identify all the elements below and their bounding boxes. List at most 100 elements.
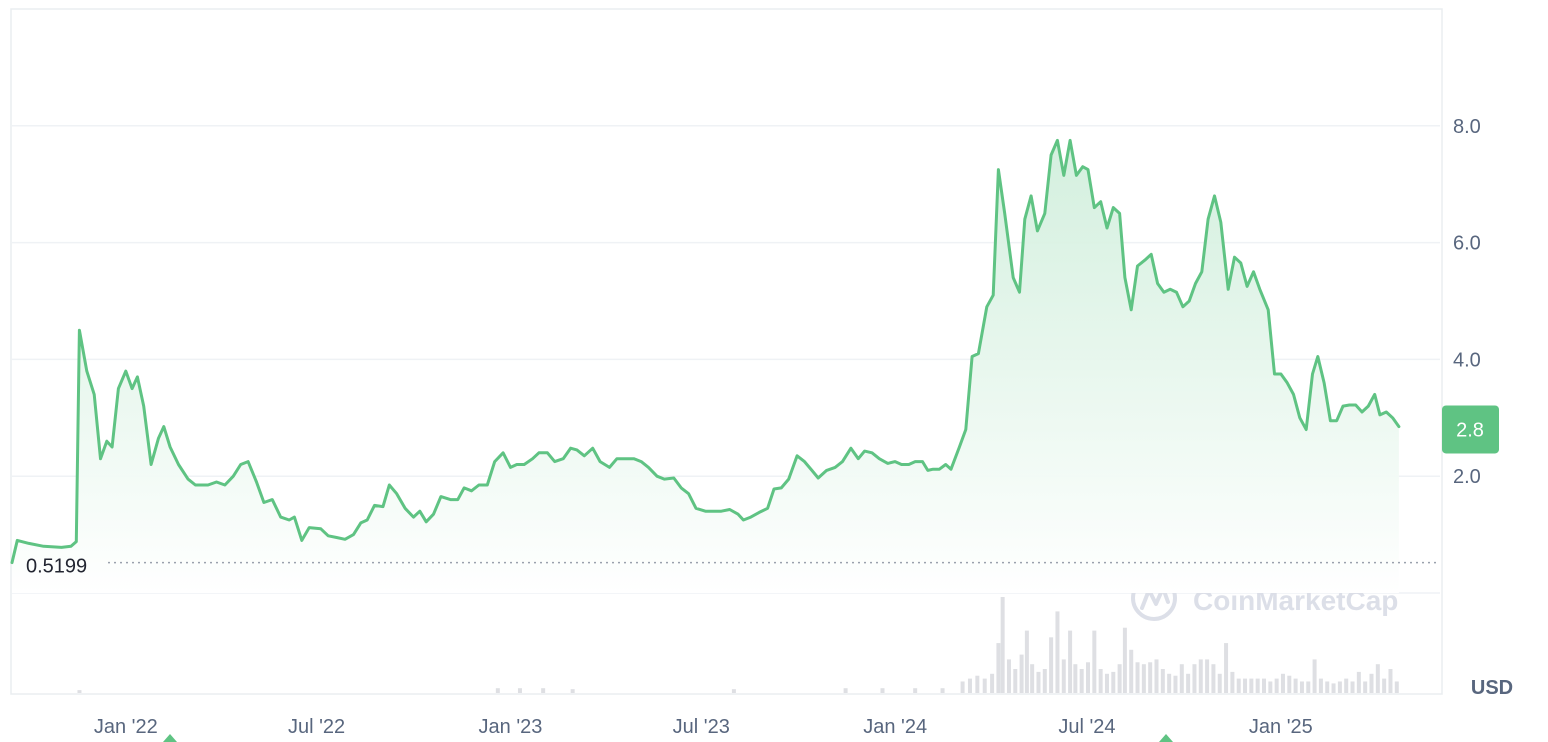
volume-bar [1344, 678, 1349, 693]
volume-bar [1249, 678, 1254, 693]
price-area [12, 140, 1399, 593]
price-series-line [10, 138, 1401, 565]
volume-bar [1179, 664, 1184, 693]
volume-bar [1061, 659, 1066, 693]
volume-bar [967, 678, 972, 693]
y-tick-label: 4.0 [1453, 349, 1481, 371]
y-tick-label: 6.0 [1453, 233, 1481, 255]
volume-bar [1019, 654, 1024, 693]
volume-bar [1350, 681, 1355, 693]
volume-bar [1117, 664, 1122, 693]
volume-bar [1154, 659, 1159, 693]
x-tick-label: Jul '24 [1058, 716, 1115, 738]
volume-bar [1104, 673, 1109, 693]
volume-bar [940, 688, 945, 693]
volume-bar [1375, 664, 1380, 693]
current-price-value: 2.8 [1456, 419, 1484, 441]
volume-bar [1205, 659, 1210, 693]
volume-bar [1274, 678, 1279, 693]
volume-bar [1325, 681, 1330, 693]
volume-bars [77, 597, 1399, 693]
volume-bar [960, 681, 965, 693]
volume-bar [1167, 673, 1172, 693]
volume-bar [880, 688, 885, 693]
chart-panel [10, 8, 1443, 695]
volume-bar [495, 688, 500, 693]
current-price-badge: 2.8 [1442, 405, 1499, 454]
volume-bar [1173, 675, 1178, 693]
volume-bar [975, 675, 980, 693]
volume-bar [990, 673, 995, 693]
volume-bar [1000, 597, 1005, 693]
volume-bar [1129, 649, 1134, 693]
volume-bar [1230, 671, 1235, 693]
volume-bar [1382, 678, 1387, 693]
volume-bar [1312, 659, 1317, 693]
volume-bar [1068, 630, 1073, 693]
volume-bar [982, 678, 987, 693]
volume-bar [1160, 669, 1165, 693]
current-price-badge-bg [1442, 405, 1499, 454]
event-marker-icon[interactable] [163, 734, 177, 742]
volume-bar [996, 643, 1001, 693]
volume-bar [517, 688, 522, 693]
volume-bar [1318, 678, 1323, 693]
price-line [10, 138, 1401, 565]
x-tick-label: Jul '22 [288, 716, 345, 738]
volume-bar [1369, 673, 1374, 693]
volume-bar [1006, 659, 1011, 693]
price-area-fill [12, 140, 1399, 593]
volume-bar [1030, 664, 1035, 693]
volume-bar [1394, 681, 1399, 693]
volume-bar [1331, 683, 1336, 693]
volume-bar [1337, 681, 1342, 693]
volume-bar [1243, 678, 1248, 693]
volume-bar [1356, 671, 1361, 693]
x-tick-label: Jan '22 [94, 716, 158, 738]
volume-bar [1024, 630, 1029, 693]
volume-bar [1141, 664, 1146, 693]
event-marker-icon[interactable] [1159, 734, 1173, 742]
volume-bar [1055, 611, 1060, 693]
volume-bar [1013, 669, 1018, 693]
volume-bar [1198, 659, 1203, 693]
volume-bar [1092, 630, 1097, 693]
volume-bar [1217, 673, 1222, 693]
volume-bar [1042, 669, 1047, 693]
volume-bar [1306, 681, 1311, 693]
volume-bar [1299, 681, 1304, 693]
y-axis-labels: 2.0 4.0 6.0 8.0 [1453, 116, 1481, 488]
volume-bar [1079, 669, 1084, 693]
x-axis-labels: Jan '22 Jul '22 Jan '23 Jul '23 Jan '24 Jul '… [94, 716, 1313, 738]
x-tick-label: Jan '25 [1249, 716, 1313, 738]
volume-bar [1049, 637, 1054, 693]
volume-bar [1388, 669, 1393, 693]
volume-bar [570, 689, 575, 693]
y-tick-label: 8.0 [1453, 116, 1481, 138]
volume-bar [1192, 664, 1197, 693]
volume-bar [541, 688, 546, 693]
volume-bar [1211, 664, 1216, 693]
volume-bar [1111, 671, 1116, 693]
x-tick-label: Jan '23 [479, 716, 543, 738]
volume-bar [1262, 678, 1267, 693]
volume-bar [731, 689, 736, 693]
start-price-label: 0.5199 [26, 556, 87, 578]
volume-bar [1224, 643, 1229, 693]
x-tick-label: Jan '24 [863, 716, 927, 738]
volume-bar [1236, 678, 1241, 693]
volume-bar [1122, 627, 1127, 693]
volume-bar [913, 688, 918, 693]
volume-bar [1293, 678, 1298, 693]
volume-bar [1036, 671, 1041, 693]
volume-bar [1363, 681, 1368, 693]
volume-bar [1280, 673, 1285, 693]
volume-bar [1287, 675, 1292, 693]
volume-bar [1098, 669, 1103, 693]
y-tick-label: 2.0 [1453, 466, 1481, 488]
volume-bar [1268, 681, 1273, 693]
volume-bar [843, 688, 848, 693]
volume-bar [1148, 662, 1153, 693]
volume-bar [1255, 678, 1260, 693]
